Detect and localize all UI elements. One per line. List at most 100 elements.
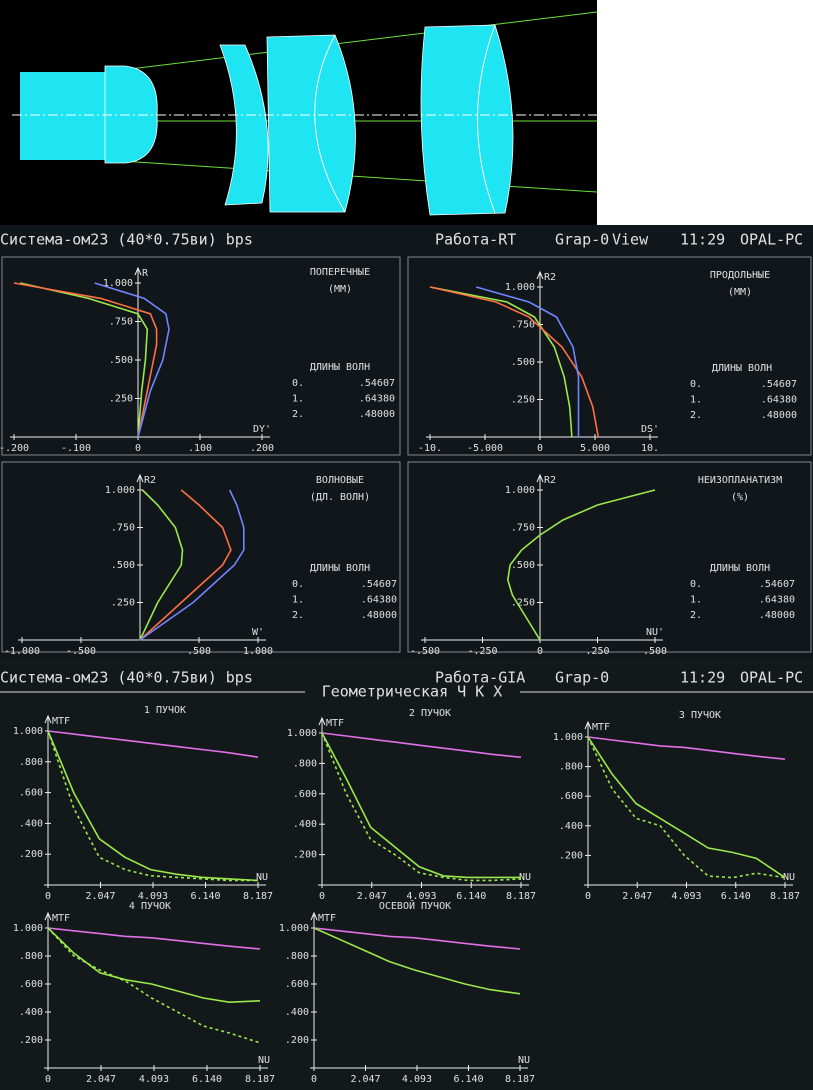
y-tick-label: .250 (109, 394, 133, 405)
legend-index: 0. (690, 579, 702, 590)
curve (47, 927, 261, 950)
screen (0, 660, 813, 1090)
header-item: OPAL-PC (740, 231, 803, 249)
legend-index: 1. (690, 595, 702, 606)
x-axis-label: W' (252, 627, 264, 638)
y-tick-label: .400 (285, 1007, 309, 1018)
axis-arrow (536, 473, 544, 483)
panel-title: 4 ПУЧОК (129, 901, 171, 912)
x-tick-label: 6.140 (192, 1074, 222, 1085)
legend-index: 1. (690, 395, 702, 406)
x-tick-label: 0 (311, 1074, 317, 1085)
x-tick-label: .500 (187, 646, 211, 657)
legend-value: .48000 (761, 410, 797, 421)
x-axis-label: NU' (646, 627, 664, 638)
x-tick-label: 2.047 (85, 891, 115, 902)
y-tick-label: .800 (559, 762, 583, 773)
header-item: Работа-GIA (435, 669, 525, 687)
panel-title: НЕИЗОПЛАНАТИЗМ (698, 475, 782, 486)
y-tick-label: .600 (293, 789, 317, 800)
axis-arrow (136, 473, 144, 483)
x-axis-label: NU (519, 872, 531, 883)
legend-value: .64380 (759, 595, 795, 606)
x-axis-label: DS' (641, 424, 659, 435)
header-item: 11:29 (680, 669, 725, 687)
panel-title: (%) (731, 492, 749, 503)
x-tick-label: 4.093 (138, 891, 168, 902)
x-axis-label: NU (518, 1055, 530, 1066)
x-tick-label: 8.187 (245, 1074, 275, 1085)
y-tick-label: .400 (559, 821, 583, 832)
curve (321, 732, 522, 759)
x-tick-label: 4.093 (406, 891, 436, 902)
curve (139, 489, 245, 641)
legend-title: ДЛИНЫ ВОЛН (710, 563, 770, 574)
curve (13, 282, 158, 438)
x-tick-label: -1.000 (4, 646, 40, 657)
lens (420, 24, 514, 216)
y-tick-label: .600 (19, 788, 43, 799)
x-tick-label: 6.140 (456, 891, 486, 902)
x-tick-label: 8.187 (243, 891, 273, 902)
panel-title: (ММ) (728, 287, 752, 298)
y-tick-label: .600 (559, 791, 583, 802)
axis-arrow (44, 714, 52, 724)
legend-title: ДЛИНЫ ВОЛН (310, 563, 370, 574)
x-tick-label: -10. (418, 443, 442, 454)
y-tick-label: .750 (109, 317, 133, 328)
legend-index: 1. (292, 595, 304, 606)
legend-value: .54607 (361, 579, 397, 590)
x-tick-label: 6.140 (721, 891, 751, 902)
y-tick-label: .200 (19, 849, 43, 860)
y-tick-label: .250 (111, 598, 135, 609)
y-axis-label: R2 (544, 272, 556, 283)
y-tick-label: .600 (285, 979, 309, 990)
y-tick-label: .500 (511, 357, 535, 368)
x-tick-label: 1.000 (243, 646, 273, 657)
header-item: Работа-RT (435, 231, 516, 249)
x-axis-label: DY' (253, 424, 271, 435)
lens (266, 34, 356, 213)
x-tick-label: 0 (45, 1074, 51, 1085)
panel-title: ВОЛНОВЫЕ (316, 475, 364, 486)
x-tick-label: 0 (135, 443, 141, 454)
lens-diagram (0, 0, 598, 225)
curve (313, 927, 521, 950)
curve (47, 730, 259, 758)
y-axis-label: R2 (544, 475, 556, 486)
panel-frame (407, 461, 812, 653)
legend-index: 2. (690, 610, 702, 621)
panel-title: ПОПЕРЕЧНЫЕ (310, 267, 370, 278)
screen-title: Геометрическая Ч К Х (322, 683, 503, 701)
x-tick-label: -.500 (410, 646, 440, 657)
y-tick-label: .800 (293, 758, 317, 769)
ray (104, 11, 598, 73)
y-tick-label: .200 (293, 850, 317, 861)
y-axis-label: MTF (318, 913, 336, 924)
axis-arrow (134, 266, 142, 276)
x-tick-label: 8.187 (770, 891, 800, 902)
curve (47, 730, 259, 882)
legend-index: 0. (690, 379, 702, 390)
x-tick-label: 2.047 (86, 1074, 116, 1085)
x-tick-label: 6.140 (190, 891, 220, 902)
x-tick-label: 2.047 (350, 1074, 380, 1085)
header-item: Система-ом23 (40*0.75ви) bps (0, 669, 253, 687)
curve (20, 282, 149, 438)
x-tick-label: .250 (585, 646, 609, 657)
x-tick-label: 4.093 (139, 1074, 169, 1085)
legend-index: 2. (690, 410, 702, 421)
x-tick-label: -.250 (467, 646, 497, 657)
curve (321, 732, 522, 882)
legend-index: 2. (292, 610, 304, 621)
y-tick-label: .200 (559, 850, 583, 861)
header-item: Grap-0 (555, 669, 609, 687)
curve (429, 286, 600, 438)
panel-title: 1 ПУЧОК (144, 705, 186, 716)
header-item: 11:29 (680, 231, 725, 249)
legend-value: .64380 (359, 394, 395, 405)
y-tick-label: .750 (511, 320, 535, 331)
legend-value: .64380 (361, 595, 397, 606)
panel-title: ОСЕВОЙ ПУЧОК (379, 899, 451, 912)
x-tick-label: 4.093 (671, 891, 701, 902)
